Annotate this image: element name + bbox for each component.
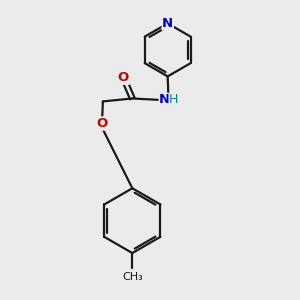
Text: O: O: [118, 71, 129, 84]
Text: CH₃: CH₃: [122, 272, 143, 282]
Text: N: N: [159, 93, 170, 106]
Text: H: H: [169, 93, 178, 106]
Text: N: N: [162, 17, 173, 30]
Text: O: O: [97, 117, 108, 130]
